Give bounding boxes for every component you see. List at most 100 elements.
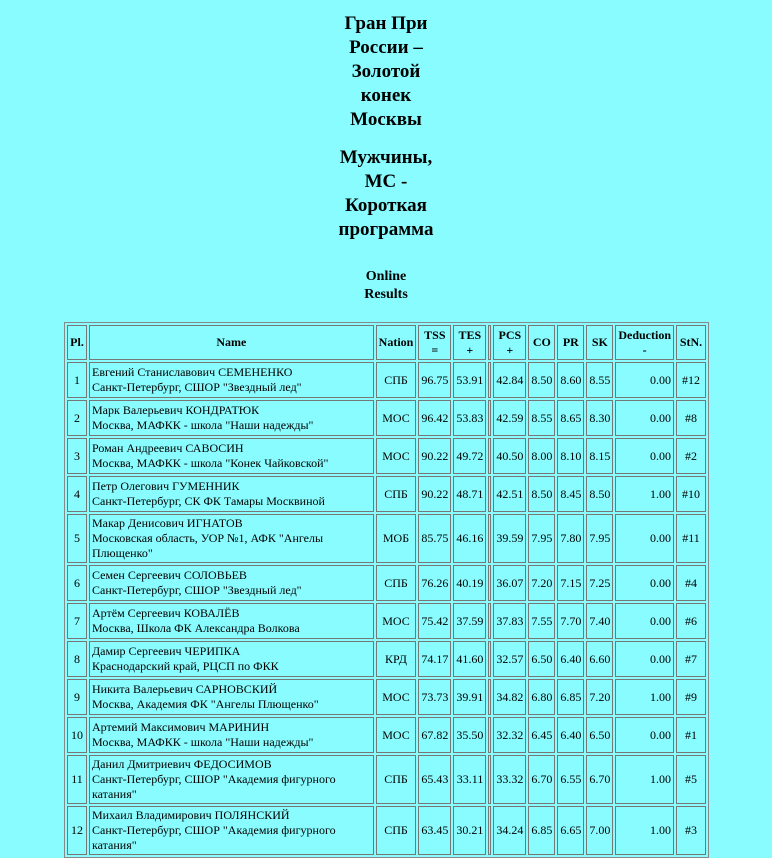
skater-cell: Семен Сергеевич СОЛОВЬЕВ Санкт-Петербург,… [89,565,374,601]
table-row: 1 Евгений Станиславович СЕМЕНЕНКО Санкт-Пе… [67,362,706,398]
skater-cell: Артём Сергеевич КОВАЛЁВ Москва, Школа ФК … [89,603,374,639]
sk-cell: 8.55 [586,362,614,398]
header-co: CO [528,325,556,360]
header-deduction: Deduction - [615,325,674,360]
skater-cell: Марк Валерьевич КОНДРАТЮК Москва, МАФКК -… [89,400,374,436]
place-cell: 12 [67,806,87,855]
tes-cell: 37.59 [453,603,487,639]
tss-cell: 96.42 [418,400,452,436]
gap-cell [488,400,492,436]
place-cell: 11 [67,755,87,804]
pr-cell: 6.40 [557,641,585,677]
start-number-cell: #8 [676,400,706,436]
pr-cell: 7.70 [557,603,585,639]
pcs-cell: 32.32 [493,717,527,753]
start-number-cell: #10 [676,476,706,512]
tes-cell: 49.72 [453,438,487,474]
table-row: 3 Роман Андреевич САВОСИН Москва, МАФКК - … [67,438,706,474]
pcs-cell: 33.32 [493,755,527,804]
start-number-cell: #7 [676,641,706,677]
skater-name: Семен Сергеевич СОЛОВЬЕВ [92,568,247,582]
skater-cell: Артемий Максимович МАРИНИН Москва, МАФКК … [89,717,374,753]
pcs-cell: 42.51 [493,476,527,512]
gap-cell [488,806,492,855]
skater-club: Санкт-Петербург, СШОР "Академия фигурног… [92,823,336,852]
skater-cell: Никита Валерьевич САРНОВСКИЙ Москва, Акад… [89,679,374,715]
place-cell: 8 [67,641,87,677]
title-line: Гран При [344,13,428,34]
header-tes-sub: + [466,342,474,357]
skater-name: Артемий Максимович МАРИНИН [92,720,270,734]
nation-cell: МОС [375,603,417,639]
start-number-cell: #1 [676,717,706,753]
place-cell: 2 [67,400,87,436]
title-line: Золотой [351,61,421,82]
deduction-cell: 0.00 [615,603,674,639]
start-number-cell: #2 [676,438,706,474]
tss-cell: 74.17 [418,641,452,677]
pr-cell: 6.65 [557,806,585,855]
skater-club: Санкт-Петербург, СК ФК Тамары Москвиной [92,494,325,508]
deduction-cell: 0.00 [615,362,674,398]
sk-cell: 6.70 [586,755,614,804]
pr-cell: 8.10 [557,438,585,474]
tss-cell: 76.26 [418,565,452,601]
co-cell: 8.50 [528,362,556,398]
title-line: Москвы [350,109,422,130]
place-cell: 5 [67,514,87,563]
skater-name: Никита Валерьевич САРНОВСКИЙ [92,682,278,696]
skater-name: Артём Сергеевич КОВАЛЁВ [92,606,240,620]
place-cell: 3 [67,438,87,474]
title-line: конек [360,85,412,106]
header-tss: TSS = [418,325,452,360]
nation-cell: СПБ [375,755,417,804]
nation-cell: СПБ [375,476,417,512]
sk-cell: 8.30 [586,400,614,436]
tss-cell: 63.45 [418,806,452,855]
table-row: 9 Никита Валерьевич САРНОВСКИЙ Москва, Ака… [67,679,706,715]
sk-cell: 7.20 [586,679,614,715]
category-line: МС - [364,171,408,192]
nation-cell: МОС [375,400,417,436]
nation-cell: МОС [375,679,417,715]
deduction-cell: 0.00 [615,514,674,563]
pcs-cell: 34.24 [493,806,527,855]
skater-name: Макар Денисович ИГНАТОВ [92,516,243,530]
header-sk: SK [586,325,614,360]
header-tes-label: TES [458,327,482,342]
results-line: Results [364,287,408,302]
header-pcs-sub: + [506,342,514,357]
sk-cell: 7.00 [586,806,614,855]
skater-cell: Роман Андреевич САВОСИН Москва, МАФКК - ш… [89,438,374,474]
tss-cell: 73.73 [418,679,452,715]
tes-cell: 41.60 [453,641,487,677]
nation-cell: СПБ [375,565,417,601]
nation-cell: МОС [375,717,417,753]
start-number-cell: #11 [676,514,706,563]
header-stn: StN. [676,325,706,360]
gap-cell [488,565,492,601]
pr-cell: 8.60 [557,362,585,398]
skater-cell: Макар Денисович ИГНАТОВ Московская област… [89,514,374,563]
category-line: программа [338,219,434,240]
tes-cell: 53.91 [453,362,487,398]
header-pcs: PCS + [493,325,527,360]
deduction-cell: 1.00 [615,476,674,512]
pr-cell: 6.40 [557,717,585,753]
skater-club: Москва, МАФКК - школа "Наши надежды" [92,418,314,432]
header-pcs-label: PCS [498,327,522,342]
gap-cell [488,476,492,512]
gap-cell [488,717,492,753]
results-line: Online [365,269,407,284]
tss-cell: 67.82 [418,717,452,753]
nation-cell: МОС [375,438,417,474]
co-cell: 7.20 [528,565,556,601]
table-row: 4 Петр Олегович ГУМЕННИК Санкт-Петербург, … [67,476,706,512]
deduction-cell: 0.00 [615,717,674,753]
skater-name: Петр Олегович ГУМЕННИК [92,479,240,493]
pcs-cell: 32.57 [493,641,527,677]
header-tss-sub: = [431,342,439,357]
table-row: 6 Семен Сергеевич СОЛОВЬЕВ Санкт-Петербург… [67,565,706,601]
category-line: Мужчины, [339,147,433,168]
co-cell: 6.70 [528,755,556,804]
